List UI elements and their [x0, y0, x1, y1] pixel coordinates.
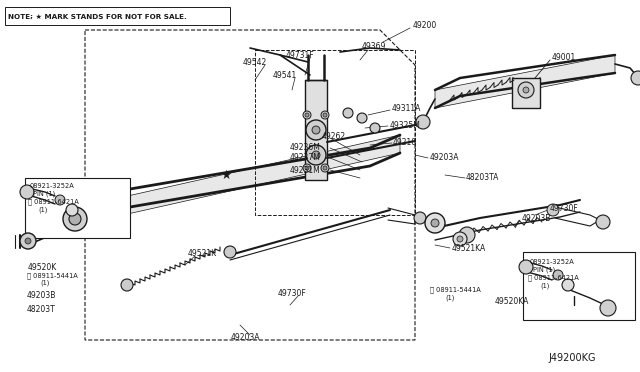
Text: (1): (1)	[38, 207, 47, 213]
Circle shape	[66, 204, 78, 216]
Circle shape	[631, 71, 640, 85]
Circle shape	[321, 111, 329, 119]
Text: 48203TA: 48203TA	[466, 173, 499, 182]
Circle shape	[20, 233, 36, 249]
Circle shape	[312, 151, 320, 159]
Circle shape	[321, 164, 329, 172]
Text: 49262: 49262	[322, 131, 346, 141]
Circle shape	[323, 113, 327, 117]
Text: 48203T: 48203T	[27, 305, 56, 314]
Text: PIN (1): PIN (1)	[33, 191, 55, 197]
Circle shape	[453, 232, 467, 246]
Bar	[305, 80, 327, 180]
Circle shape	[562, 279, 574, 291]
Circle shape	[305, 166, 309, 170]
Circle shape	[306, 120, 326, 140]
Text: Ⓝ 08911-5441A: Ⓝ 08911-5441A	[430, 287, 481, 293]
Circle shape	[121, 279, 133, 291]
Polygon shape	[65, 135, 400, 228]
Text: Ⓝ 08911-5441A: Ⓝ 08911-5441A	[27, 273, 77, 279]
Circle shape	[523, 87, 529, 93]
Text: 49001: 49001	[552, 52, 576, 61]
Text: 49521K: 49521K	[188, 250, 217, 259]
Text: 08921-3252A: 08921-3252A	[30, 183, 75, 189]
Text: 49730F: 49730F	[278, 289, 307, 298]
Circle shape	[518, 82, 534, 98]
Circle shape	[69, 213, 81, 225]
Circle shape	[303, 164, 311, 172]
Circle shape	[414, 212, 426, 224]
Bar	[512, 78, 540, 108]
Circle shape	[596, 215, 610, 229]
Circle shape	[457, 236, 463, 242]
Circle shape	[600, 300, 616, 316]
Text: 49520KA: 49520KA	[495, 298, 529, 307]
Circle shape	[224, 246, 236, 258]
Circle shape	[370, 123, 380, 133]
Circle shape	[343, 108, 353, 118]
Bar	[5, 7, 230, 25]
Circle shape	[305, 113, 309, 117]
Text: 49311A: 49311A	[392, 103, 421, 112]
Circle shape	[519, 260, 533, 274]
Text: 49520K: 49520K	[28, 263, 57, 273]
Bar	[523, 252, 635, 320]
Circle shape	[63, 207, 87, 231]
Text: 49369: 49369	[362, 42, 387, 51]
Circle shape	[459, 227, 475, 243]
Circle shape	[547, 204, 559, 216]
Circle shape	[55, 195, 65, 205]
Circle shape	[20, 185, 34, 199]
Text: (1): (1)	[40, 280, 49, 286]
Text: 49237M: 49237M	[289, 153, 320, 161]
Text: 08921-3252A: 08921-3252A	[530, 259, 575, 265]
Text: 49730F: 49730F	[550, 203, 579, 212]
Circle shape	[306, 145, 326, 165]
Text: 49542: 49542	[243, 58, 267, 67]
Text: Ⓝ 08911-6421A: Ⓝ 08911-6421A	[28, 199, 79, 205]
Text: 49231M: 49231M	[289, 166, 320, 174]
Text: 49203A: 49203A	[230, 333, 260, 341]
Text: (1): (1)	[445, 295, 454, 301]
Text: 49203B: 49203B	[27, 291, 56, 299]
Circle shape	[303, 111, 311, 119]
Circle shape	[357, 113, 367, 123]
Text: ★: ★	[220, 169, 231, 182]
Text: 49203A: 49203A	[430, 153, 460, 161]
Text: NOTE; ★ MARK STANDS FOR NOT FOR SALE.: NOTE; ★ MARK STANDS FOR NOT FOR SALE.	[8, 14, 187, 20]
Circle shape	[323, 166, 327, 170]
Bar	[25, 178, 130, 238]
Circle shape	[25, 238, 31, 244]
Circle shape	[431, 219, 439, 227]
Text: Ⓝ 08911-6421A: Ⓝ 08911-6421A	[528, 275, 579, 281]
Text: 49325M: 49325M	[390, 121, 421, 129]
Text: J49200KG: J49200KG	[548, 353, 595, 363]
Text: 49521KA: 49521KA	[452, 244, 486, 253]
Text: PIN (1): PIN (1)	[533, 267, 556, 273]
Text: 49200: 49200	[413, 20, 437, 29]
Circle shape	[425, 213, 445, 233]
Polygon shape	[435, 55, 615, 108]
Text: (1): (1)	[540, 283, 549, 289]
Circle shape	[312, 126, 320, 134]
Text: 49731F: 49731F	[285, 51, 314, 60]
Text: 49236M: 49236M	[289, 142, 320, 151]
Text: 49203B: 49203B	[522, 214, 552, 222]
Text: 49541: 49541	[273, 71, 297, 80]
Circle shape	[416, 115, 430, 129]
Circle shape	[553, 270, 563, 280]
Text: 49210: 49210	[393, 138, 417, 147]
